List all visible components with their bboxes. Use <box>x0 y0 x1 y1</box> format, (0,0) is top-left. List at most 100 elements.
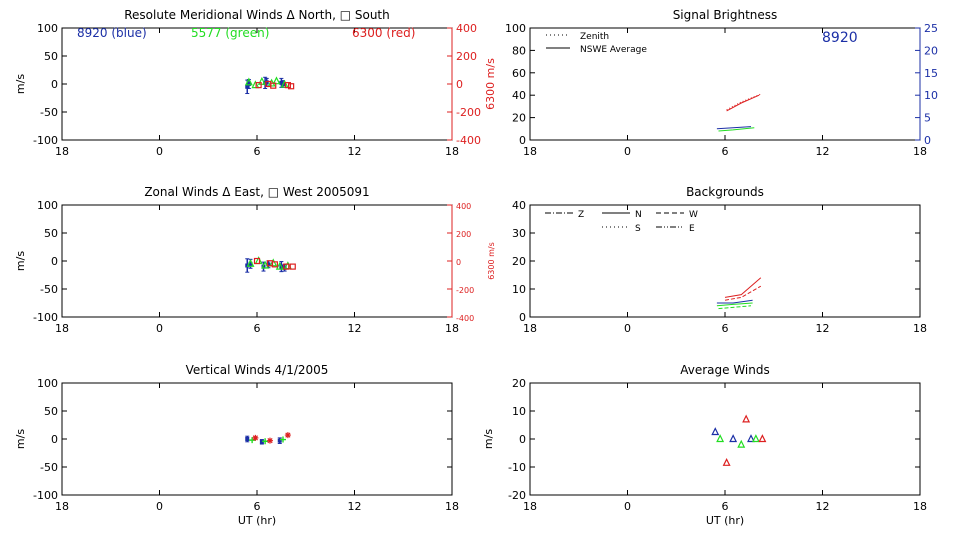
meridional-series-blue-point <box>246 82 251 86</box>
zonal-title: Zonal Winds Δ East, □ West 2005091 <box>144 185 369 199</box>
vertical-ytick-label: -50 <box>40 461 58 474</box>
meridional-xtick-label: 18 <box>55 145 69 158</box>
brightness-ytick-label: 40 <box>512 89 526 102</box>
brightness-legend-zenith: Zenith <box>580 32 609 42</box>
brightness-series-red-line <box>726 94 760 112</box>
average-title: Average Winds <box>680 363 770 377</box>
meridional-series-red-point <box>270 82 277 89</box>
vertical-title: Vertical Winds 4/1/2005 <box>186 363 329 377</box>
zonal-xtick-label: 6 <box>254 322 261 335</box>
vertical-series-green-point <box>280 436 286 443</box>
backgrounds-series-green-line <box>718 305 752 310</box>
zonal-xtick-label: 0 <box>156 322 163 335</box>
brightness-y2tick-label: 10 <box>924 89 938 102</box>
backgrounds-xtick-label: 18 <box>523 322 537 335</box>
meridional-series-blue-point <box>245 84 250 89</box>
backgrounds-legend-W: W <box>689 210 698 220</box>
backgrounds-ytick-label: 10 <box>512 283 526 296</box>
zonal-series-green-point <box>261 260 270 269</box>
zonal-xtick-label: 18 <box>55 322 69 335</box>
brightness-y2tick-label: 20 <box>924 44 938 57</box>
average-series-blue-point <box>711 427 720 436</box>
meridional-series-green-point <box>272 76 281 85</box>
zonal-series-blue-point <box>261 264 266 269</box>
meridional-ylabel2: 6300 m/s <box>484 58 497 110</box>
brightness-legend-average: NSWE Average <box>580 45 647 55</box>
average-ylabel: m/s <box>482 429 495 449</box>
meridional-series-red-point <box>288 83 295 90</box>
average-ytick-label: 0 <box>519 433 526 446</box>
zonal-ytick-label: 0 <box>51 255 58 268</box>
backgrounds-xtick-label: 12 <box>816 322 830 335</box>
brightness-title: Signal Brightness <box>673 8 778 22</box>
brightness-xtick-label: 0 <box>624 145 631 158</box>
backgrounds-series-red-line <box>724 285 762 301</box>
meridional-series-green-point <box>280 79 289 88</box>
backgrounds-legend-E: E <box>689 224 695 234</box>
average-ytick-label: 20 <box>512 377 526 390</box>
zonal-ytick-label: 50 <box>44 227 58 240</box>
brightness-xtick-label: 12 <box>816 145 830 158</box>
meridional-series-red-point <box>284 82 291 89</box>
vertical-ytick-label: 0 <box>51 433 58 446</box>
zonal-series-green-point <box>269 258 278 267</box>
average-ytick-label: 10 <box>512 405 526 418</box>
meridional-ytick-label: -50 <box>40 106 58 119</box>
zonal-ylabel: m/s <box>14 251 27 271</box>
backgrounds-ytick-label: 40 <box>512 199 526 212</box>
meridional-series-green-point <box>244 77 253 86</box>
backgrounds-series-green-line <box>716 302 753 307</box>
vertical-series-blue-point <box>277 438 282 443</box>
meridional-y2tick-label: -400 <box>456 134 481 147</box>
meridional-ylabel: m/s <box>14 74 27 94</box>
meridional-series-red-point <box>255 82 262 89</box>
meridional-series-green-point <box>257 76 266 85</box>
backgrounds-series-red-line <box>724 277 762 298</box>
vertical-series-green-point <box>249 437 256 444</box>
zonal-y2tick-label: 0 <box>456 258 461 267</box>
meridional-y2tick-label: 200 <box>456 50 477 63</box>
meridional-series-blue-point <box>264 80 269 85</box>
vertical-xlabel: UT (hr) <box>238 514 276 527</box>
average-series-green-point <box>716 434 725 443</box>
meridional-ytick-label: 50 <box>44 50 58 63</box>
brightness-y2tick-label: 0 <box>924 134 931 147</box>
average-series-blue-point <box>729 434 738 443</box>
brightness-y2tick-label: 25 <box>924 22 938 35</box>
brightness-ytick-label: 60 <box>512 67 526 80</box>
average-xtick-label: 6 <box>722 500 729 513</box>
meridional-xtick-label: 0 <box>156 145 163 158</box>
vertical-ylabel: m/s <box>14 429 27 449</box>
brightness-series-red-line <box>726 93 761 111</box>
brightness-annotation: 8920 <box>822 30 858 46</box>
brightness-ytick-label: 20 <box>512 112 526 125</box>
backgrounds-xtick-label: 6 <box>722 322 729 335</box>
zonal-ytick-label: -100 <box>33 311 58 324</box>
vertical-xtick-label: 18 <box>445 500 459 513</box>
average-xlabel: UT (hr) <box>706 514 744 527</box>
meridional-annotation-blue: 8920 (blue) <box>77 26 147 40</box>
zonal-series-red-point <box>271 261 278 268</box>
zonal-series-red-point <box>283 263 290 270</box>
zonal-series-red-point <box>253 257 261 265</box>
average-xtick-label: 12 <box>816 500 830 513</box>
meridional-y2tick-label: 400 <box>456 22 477 35</box>
brightness-xtick-label: 18 <box>523 145 537 158</box>
zonal-ylabel2: 6300 m/s <box>487 242 496 280</box>
brightness-ytick-label: 100 <box>505 22 526 35</box>
backgrounds-ytick-label: 30 <box>512 227 526 240</box>
vertical-series-red-point <box>267 437 273 444</box>
meridional-annotation-green: 5577 (green) <box>191 26 269 40</box>
average-series-blue-point <box>747 434 755 443</box>
zonal-ytick-label: -50 <box>40 283 58 296</box>
zonal-y2tick-label: 400 <box>456 202 471 211</box>
average-frame <box>529 382 921 496</box>
zonal-xtick-label: 12 <box>348 322 362 335</box>
meridional-ytick-label: 0 <box>51 78 58 91</box>
meridional-annotation-red: 6300 (red) <box>352 26 415 40</box>
brightness-ytick-label: 0 <box>519 134 526 147</box>
average-series-red-point <box>722 457 731 466</box>
zonal-xtick-label: 18 <box>445 322 459 335</box>
meridional-y2tick-label: -200 <box>456 106 481 119</box>
meridional-xtick-label: 18 <box>445 145 459 158</box>
